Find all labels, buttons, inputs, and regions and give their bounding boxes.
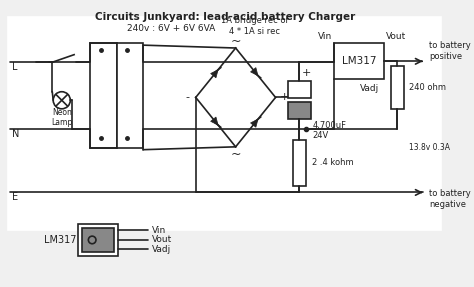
- Text: Neon
Lamp: Neon Lamp: [51, 108, 73, 127]
- Text: Vout: Vout: [386, 32, 406, 41]
- Polygon shape: [251, 119, 258, 127]
- Bar: [82, 228, 114, 252]
- Bar: [335, 43, 384, 79]
- Text: N: N: [12, 129, 20, 139]
- Text: to battery
positive: to battery positive: [429, 41, 471, 61]
- Text: LM317: LM317: [342, 56, 376, 66]
- Bar: [8, 17, 441, 230]
- Text: Vadj: Vadj: [360, 84, 379, 93]
- Polygon shape: [210, 117, 218, 125]
- Text: E: E: [12, 192, 18, 202]
- Text: 240v : 6V + 6V 6VA: 240v : 6V + 6V 6VA: [127, 24, 215, 32]
- Text: 13.8v 0.3A: 13.8v 0.3A: [409, 143, 449, 152]
- Text: -: -: [185, 92, 189, 102]
- Bar: [292, 140, 306, 186]
- Text: Vin: Vin: [319, 32, 333, 41]
- Text: ~: ~: [230, 148, 241, 161]
- Bar: [117, 43, 144, 148]
- Text: +: +: [279, 92, 289, 102]
- Bar: [288, 102, 310, 119]
- Polygon shape: [251, 68, 258, 76]
- Text: 1A bridge rec or
4 * 1A si rec: 1A bridge rec or 4 * 1A si rec: [220, 16, 289, 36]
- Polygon shape: [210, 70, 218, 78]
- Text: +: +: [302, 68, 311, 78]
- Text: to battery
negative: to battery negative: [429, 189, 471, 209]
- Text: 4,700uF
24V: 4,700uF 24V: [312, 121, 346, 140]
- Bar: [288, 81, 310, 98]
- Text: Vadj: Vadj: [152, 245, 171, 254]
- Text: 2 .4 kohm: 2 .4 kohm: [311, 158, 353, 168]
- Text: Vin: Vin: [152, 226, 166, 235]
- Text: ~: ~: [230, 35, 241, 48]
- Text: 240 ohm: 240 ohm: [409, 83, 446, 92]
- Bar: [78, 224, 118, 256]
- Bar: [90, 43, 117, 148]
- Text: Circuits Junkyard: lead-acid battery Charger: Circuits Junkyard: lead-acid battery Cha…: [95, 12, 355, 22]
- Bar: [391, 66, 404, 109]
- Text: Vout: Vout: [152, 235, 172, 245]
- Text: L: L: [12, 62, 18, 72]
- Text: LM317: LM317: [44, 235, 76, 245]
